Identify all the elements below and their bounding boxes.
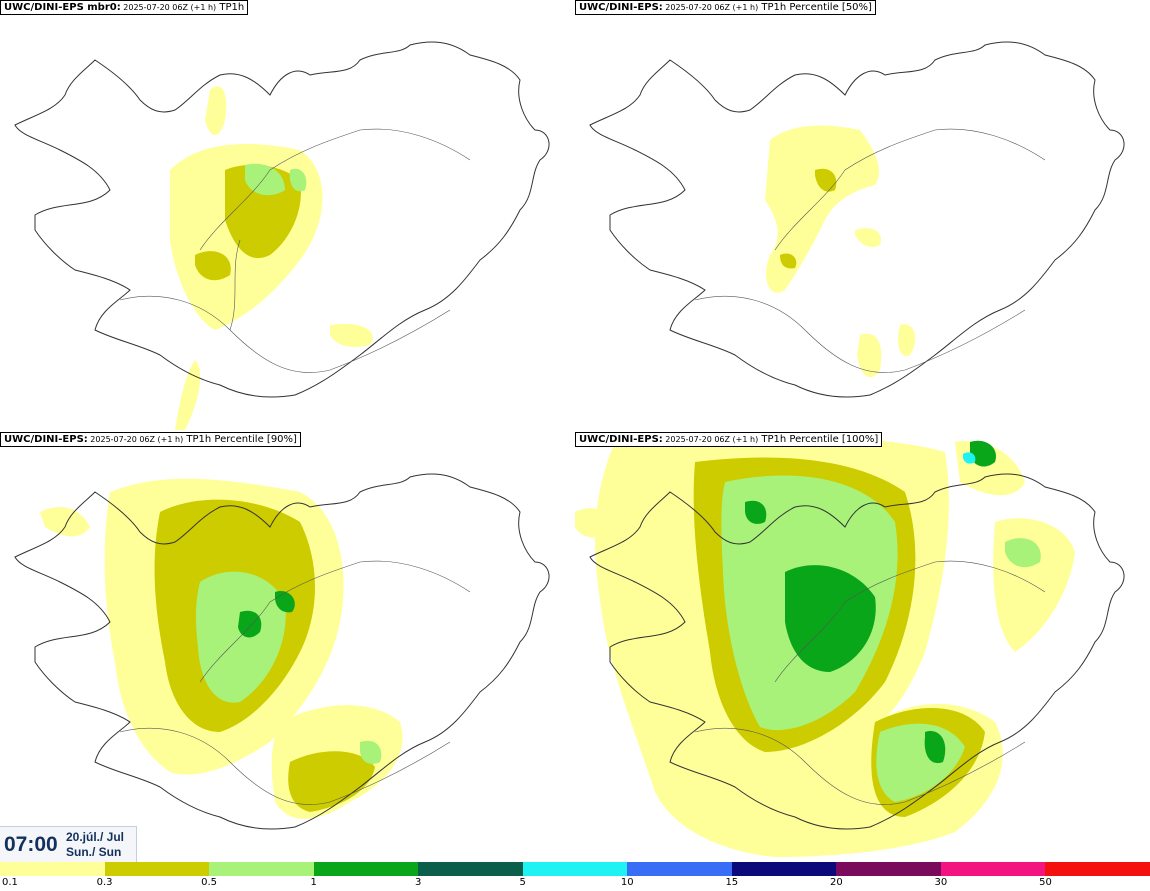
legend-tick: 50 [1039, 877, 1052, 888]
legend-tick: 15 [725, 877, 739, 888]
legend-swatch [836, 862, 942, 876]
roads [694, 128, 1046, 373]
coastline [589, 473, 1125, 830]
legend-tick: 10 [620, 877, 634, 888]
panel-title: UWC/DINI-EPS: 2025-07-20 06Z (+1 h) TP1h… [575, 0, 876, 15]
precip-heavy [195, 571, 382, 764]
map-panel-mbr0: UWC/DINI-EPS mbr0: 2025-07-20 06Z (+1 h)… [0, 0, 575, 430]
legend-swatch [418, 862, 524, 876]
precip-extreme [963, 452, 976, 464]
iceland-map [14, 41, 550, 430]
precip-very-heavy [238, 591, 295, 638]
color-legend: 0.1 0.3 0.5 1 3 5 10 15 20 30 50 [0, 862, 1150, 891]
coastline [14, 41, 550, 398]
panel-title: UWC/DINI-EPS mbr0: 2025-07-20 06Z (+1 h)… [0, 0, 249, 15]
legend-swatch [313, 862, 419, 876]
iceland-map [14, 473, 550, 830]
roads [119, 128, 471, 373]
map-panel-p50: UWC/DINI-EPS: 2025-07-20 06Z (+1 h) TP1h… [575, 0, 1150, 430]
legend-swatch [104, 862, 210, 876]
panel-title: UWC/DINI-EPS: 2025-07-20 06Z (+1 h) TP1h… [575, 432, 883, 447]
legend-swatch [0, 862, 106, 876]
precip-moderate [780, 168, 837, 269]
legend-swatch [1045, 862, 1150, 876]
roads [119, 560, 471, 805]
coastline [589, 41, 1125, 398]
precip-heavy [245, 163, 307, 196]
legend-tick: 0.3 [96, 877, 113, 888]
iceland-map [575, 435, 1125, 857]
iceland-map [589, 41, 1125, 398]
legend-swatch [209, 862, 315, 876]
map-panel-p100: UWC/DINI-EPS: 2025-07-20 06Z (+1 h) TP1h… [575, 432, 1150, 862]
legend-swatch [731, 862, 837, 876]
legend-swatch [627, 862, 733, 876]
legend-tick: 20 [829, 877, 843, 888]
precip-light [765, 125, 916, 378]
legend-tick: 1 [310, 877, 317, 888]
roads [694, 560, 1046, 805]
legend-swatch [940, 862, 1046, 876]
legend-swatch [522, 862, 628, 876]
valid-time: 07:00 [4, 833, 58, 856]
legend-tick: 0.5 [201, 877, 218, 888]
panel-title: UWC/DINI-EPS: 2025-07-20 06Z (+1 h) TP1h… [0, 432, 301, 447]
coastline [14, 473, 550, 830]
valid-date: 20.júl./ Jul Sun./ Sun [66, 830, 125, 859]
valid-time-box: 07:00 20.júl./ Jul Sun./ Sun [0, 826, 137, 863]
legend-tick: 5 [519, 877, 526, 888]
legend-tick: 30 [934, 877, 948, 888]
map-panel-p90: UWC/DINI-EPS: 2025-07-20 06Z (+1 h) TP1h… [0, 432, 575, 862]
precip-very-heavy [745, 440, 996, 764]
legend-tick: 0.1 [2, 877, 18, 888]
legend-tick: 3 [414, 877, 422, 888]
